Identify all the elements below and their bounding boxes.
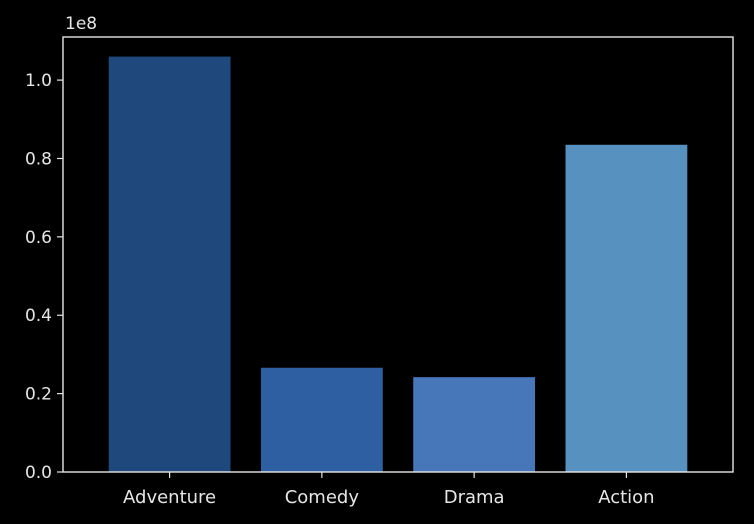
- x-tick-label: Action: [598, 487, 654, 508]
- ticks-group: Adventure Comedy Drama Action 0.0 0.2 0.4 0.6 0.…: [25, 71, 655, 508]
- x-tick-label: Comedy: [285, 487, 360, 508]
- y-tick-label: 0.6: [25, 228, 52, 248]
- y-tick-label: 0.2: [25, 385, 52, 405]
- y-tick-label: 1.0: [25, 71, 52, 91]
- bar-action: [565, 144, 688, 472]
- bar-drama: [413, 377, 536, 472]
- x-tick-label: Drama: [444, 487, 505, 508]
- y-tick-label: 0.4: [25, 306, 52, 326]
- bars-group: [108, 56, 688, 472]
- bar-adventure: [108, 56, 231, 472]
- bar-comedy: [260, 367, 383, 472]
- y-axis-offset-label: 1e8: [65, 14, 97, 34]
- y-tick-label: 0.8: [25, 149, 52, 169]
- y-tick-label: 0.0: [25, 463, 52, 483]
- x-tick-label: Adventure: [123, 487, 216, 508]
- axes-frame: [62, 36, 734, 473]
